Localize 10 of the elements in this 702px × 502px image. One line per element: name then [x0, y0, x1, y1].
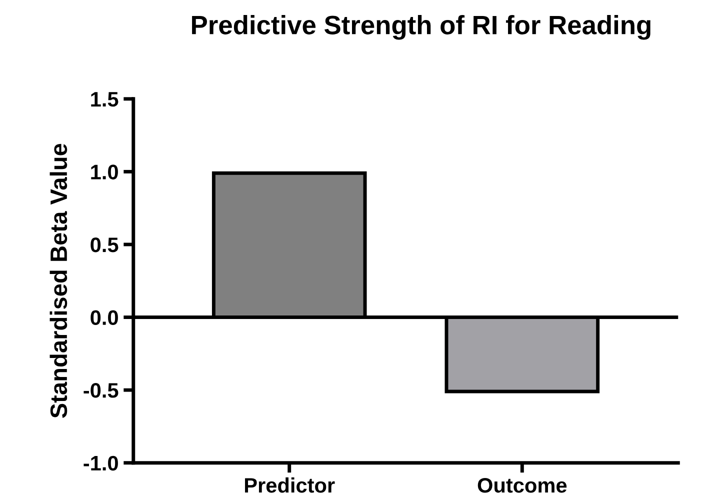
y-tick-label: -0.5 [84, 383, 118, 398]
y-tick-label: 1.5 [91, 92, 118, 107]
y-tick-label: -1.0 [84, 456, 118, 471]
x-tick-label: Outcome [478, 478, 567, 493]
y-axis-title: Standardised Beta Value [50, 144, 68, 418]
y-tick-label: 0.5 [90, 237, 118, 252]
chart-title: Predictive Strength of RI for Reading [192, 15, 650, 40]
x-tick-label: Predictor [245, 477, 335, 493]
y-tick-label: 1.0 [91, 164, 118, 180]
y-tick-label: 0.0 [90, 310, 118, 326]
